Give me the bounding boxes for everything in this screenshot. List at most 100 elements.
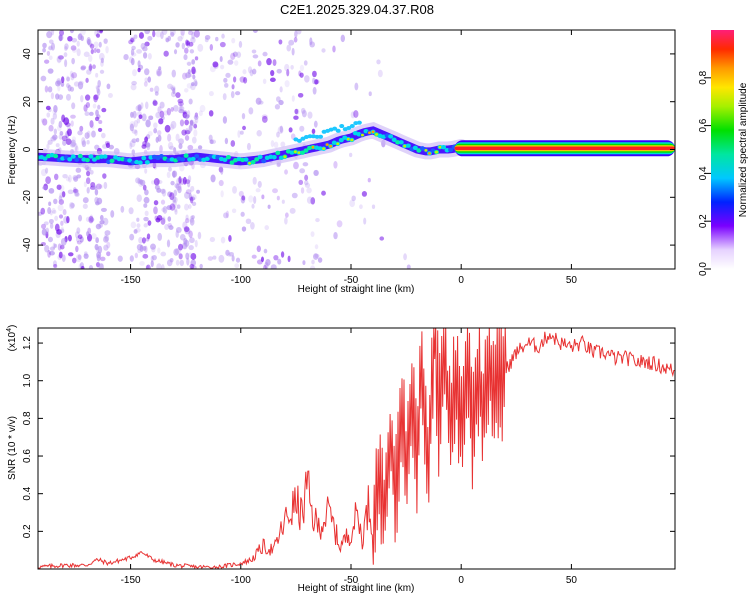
noise-blob	[304, 174, 309, 181]
noise-blob	[172, 199, 177, 208]
noise-blob	[225, 210, 229, 219]
noise-blob	[57, 124, 62, 132]
noise-blob	[48, 55, 53, 61]
noise-blob	[86, 187, 90, 194]
noise-blob	[98, 119, 103, 125]
noise-blob	[173, 105, 179, 112]
ridge-blob	[299, 150, 305, 155]
ridge-blob	[388, 134, 394, 139]
noise-blob	[56, 55, 62, 63]
ridge-blob	[42, 156, 48, 161]
noise-blob	[230, 140, 236, 147]
noise-blob	[96, 251, 102, 259]
noise-blob	[58, 195, 63, 202]
noise-blob	[167, 216, 172, 222]
snr-x-label: Height of straight line (km)	[298, 583, 415, 594]
noise-blob	[262, 51, 268, 57]
noise-blob	[184, 119, 189, 126]
y-tick-label: 0.6	[22, 449, 33, 463]
noise-blob	[104, 234, 110, 242]
noise-blob	[251, 68, 257, 75]
noise-blob	[89, 169, 94, 175]
noise-blob	[130, 83, 137, 91]
ridge-blob	[261, 158, 267, 164]
noise-blob	[160, 188, 166, 194]
noise-blob	[75, 190, 79, 196]
noise-blob	[314, 79, 319, 85]
noise-blob	[106, 83, 111, 90]
noise-blob	[56, 184, 62, 190]
ridge-blob	[194, 154, 200, 159]
noise-blob	[284, 80, 290, 88]
noise-blob	[155, 111, 161, 119]
noise-blob	[179, 119, 185, 127]
noise-blob	[165, 37, 170, 43]
noise-blob	[190, 185, 195, 192]
noise-blob	[48, 188, 55, 194]
noise-blob	[67, 84, 72, 92]
ridge-blob	[338, 138, 344, 143]
noise-blob	[136, 223, 141, 228]
noise-blob	[299, 72, 304, 78]
noise-blob	[92, 103, 97, 109]
noise-blob	[97, 245, 103, 254]
noise-blob	[40, 168, 47, 177]
noise-blob	[70, 139, 76, 147]
noise-blob	[304, 182, 311, 188]
noise-blob	[52, 134, 58, 140]
noise-blob	[155, 30, 162, 38]
noise-blob	[289, 207, 296, 214]
ridge-blob	[74, 157, 80, 162]
noise-blob	[47, 207, 52, 215]
noise-blob	[86, 139, 90, 145]
noise-blob	[187, 181, 191, 188]
noise-blob	[212, 255, 217, 260]
noise-blob	[153, 200, 159, 206]
noise-blob	[279, 125, 284, 133]
noise-blob	[210, 174, 216, 183]
noise-blob	[157, 232, 163, 241]
noise-blob	[188, 252, 193, 258]
noise-blob	[220, 167, 224, 175]
ridge-blob	[448, 147, 454, 153]
noise-blob	[143, 216, 149, 222]
colorbar: 0.0 0.2 0.4 0.6 0.8 Normalized spectral ampl…	[698, 30, 749, 276]
noise-blob	[147, 76, 152, 83]
noise-blob	[174, 209, 178, 215]
noise-blob	[191, 136, 197, 144]
noise-blob	[184, 47, 189, 54]
noise-blob	[64, 43, 69, 50]
noise-blob	[61, 254, 66, 262]
noise-blob	[156, 70, 161, 76]
noise-blob	[188, 204, 192, 209]
noise-blob	[297, 92, 304, 98]
noise-blob	[147, 220, 152, 226]
noise-blob	[255, 188, 261, 193]
noise-blob	[306, 187, 312, 194]
noise-blob	[171, 196, 178, 204]
noise-blob	[89, 63, 93, 72]
noise-blob	[154, 184, 160, 190]
noise-blob	[70, 120, 74, 127]
noise-blob	[95, 223, 102, 230]
noise-blob	[313, 120, 318, 128]
noise-blob	[95, 109, 99, 117]
noise-blob	[144, 41, 150, 47]
noise-blob	[279, 86, 283, 93]
ridge-blob	[190, 156, 196, 162]
ridge-blob	[127, 158, 133, 163]
noise-blob	[256, 130, 262, 137]
noise-blob	[230, 90, 235, 99]
noise-blob	[144, 168, 148, 174]
x-tick-label: -150	[121, 575, 141, 586]
noise-blob	[51, 207, 56, 214]
noise-blob	[159, 145, 163, 153]
spectrogram-x-label: Height of straight line (km)	[298, 284, 415, 295]
noise-blobs	[38, 30, 411, 269]
noise-blob	[170, 120, 177, 129]
noise-blob	[93, 47, 97, 54]
noise-blob	[286, 44, 292, 52]
noise-blob	[85, 101, 91, 109]
noise-blob	[302, 260, 306, 266]
snr-series-line	[38, 328, 675, 569]
